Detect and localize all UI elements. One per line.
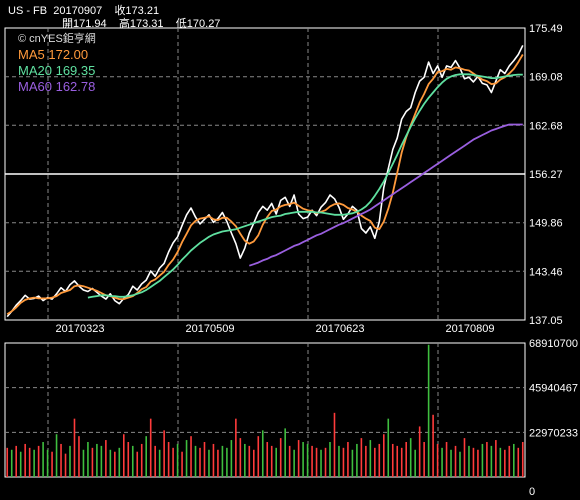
header-bar: US - FB 20170907 收173.21 [8,2,159,18]
ma5-line [6,54,524,316]
volume-panel-frame [4,342,526,478]
open-label: 開171.94 [62,18,107,30]
legend-ma20-label: MA20 [18,63,52,78]
high-label: 高173.31 [118,18,164,30]
header-bar-ohl: 開171.94 高173.31 低170.27 [62,15,220,31]
close-label: 收173.21 [114,5,160,17]
price-tick-label: 143.46 [529,266,563,278]
volume-tick-label: 68910700 [529,338,578,350]
ma20-line [87,73,523,299]
volume-tick-label: 0 [529,486,535,498]
price-tick-label: 169.08 [529,72,563,84]
legend-ma20: MA20 169.35 [18,63,96,79]
price-tick-label: 162.68 [529,120,563,132]
price-tick-label: 149.86 [529,218,563,230]
legend-ma5: MA5 172.00 [18,47,96,63]
legend-ma5-label: MA5 [18,47,45,62]
legend-ma60-value: 162.78 [55,79,96,94]
source-watermark: © cnYES鉅亨網 [18,33,96,45]
price-tick-label: 156.27 [529,169,563,181]
price-tick-label: 137.05 [529,315,563,327]
date-tick-label: 20170809 [446,323,495,335]
date-tick-label: 20170323 [56,323,105,335]
symbol-label: US - FB [8,5,48,17]
price-tick-label: 175.49 [529,23,563,35]
ma60-line [249,123,523,267]
volume-tick-label: 22970233 [529,427,578,439]
date-tick-label: 20170509 [186,323,235,335]
legend-ma60-label: MA60 [18,79,52,94]
date-tick-label: 20170623 [316,323,365,335]
date-label: 20170907 [53,5,103,17]
legend-ma5-value: 172.00 [48,47,89,62]
legend-ma20-value: 169.35 [55,63,96,78]
ma-legend: © cnYES鉅亨網 MA5 172.00 MA20 169.35 MA60 1… [18,31,96,95]
legend-ma60: MA60 162.78 [18,79,96,95]
low-label: 低170.27 [175,18,221,30]
volume-tick-label: 45940467 [529,383,578,395]
